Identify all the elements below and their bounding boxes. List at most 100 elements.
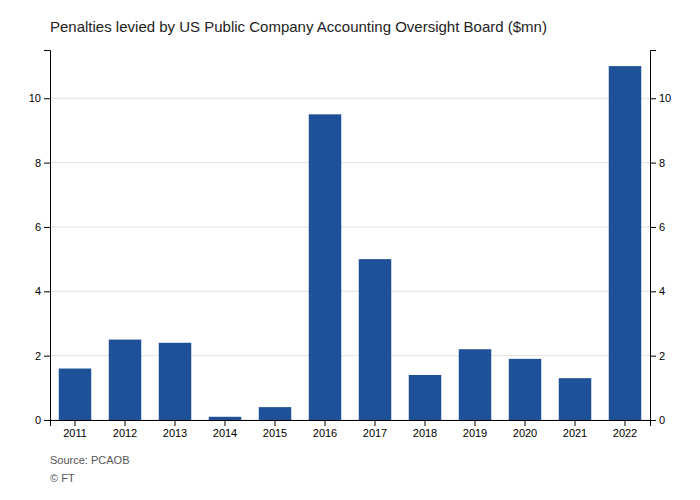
y-tick-mark — [44, 227, 50, 228]
x-tick-label: 2013 — [163, 427, 187, 439]
x-tick-label: 2012 — [113, 427, 137, 439]
bar — [359, 259, 392, 420]
y2-tick-label: 10 — [659, 92, 671, 104]
x-tick-mark — [625, 420, 626, 426]
y2-tick-mark — [650, 356, 656, 357]
x-tick: 2019 — [463, 420, 487, 439]
x-tick-label: 2017 — [363, 427, 387, 439]
x-tick-label: 2022 — [613, 427, 637, 439]
y-tick-label: 4 — [35, 285, 41, 297]
x-tick-label: 2019 — [463, 427, 487, 439]
chart-container: 2011201220132014201520162017201820192020… — [0, 0, 700, 500]
x-tick-mark — [375, 420, 376, 426]
x-tick: 2021 — [563, 420, 587, 439]
x-tick: 2013 — [163, 420, 187, 439]
bar — [609, 66, 642, 420]
grid — [50, 98, 650, 420]
x-tick-label: 2015 — [263, 427, 287, 439]
y-tick: 4 — [35, 285, 50, 297]
x-tick: 2018 — [413, 420, 437, 439]
x-tick-label: 2020 — [513, 427, 537, 439]
y2-tick-label: 4 — [659, 285, 665, 297]
x-tick-mark — [425, 420, 426, 426]
y2-tick-label: 6 — [659, 221, 665, 233]
x-tick-label: 2021 — [563, 427, 587, 439]
y-tick: 10 — [29, 92, 50, 104]
x-tick-mark — [275, 420, 276, 426]
y2-tick-mark — [650, 291, 656, 292]
x-tick-mark — [175, 420, 176, 426]
grid-line — [50, 162, 650, 163]
bar — [309, 114, 342, 420]
y2-tick: 6 — [650, 221, 665, 233]
bar — [259, 407, 292, 420]
y-tick-mark — [44, 163, 50, 164]
x-tick: 2015 — [263, 420, 287, 439]
chart-svg: 2011201220132014201520162017201820192020… — [0, 0, 700, 500]
bar — [209, 417, 242, 420]
y2-tick: 8 — [650, 157, 665, 169]
y-tick-mark — [44, 356, 50, 357]
x-tick-mark — [75, 420, 76, 426]
grid-line — [50, 226, 650, 227]
x-tick-label: 2018 — [413, 427, 437, 439]
y2-axis: 0 2 4 6 8 10 — [650, 51, 671, 427]
y2-tick-label: 0 — [659, 414, 665, 426]
annotation: © FT — [50, 472, 75, 484]
bar — [409, 375, 442, 420]
y2-tick-mark — [650, 420, 656, 421]
x-tick-mark — [325, 420, 326, 426]
y2-tick-mark — [650, 227, 656, 228]
y2-tick: 4 — [650, 285, 665, 297]
x-tick: 2022 — [613, 420, 637, 439]
x-tick-label: 2016 — [313, 427, 337, 439]
x-tick: 2012 — [113, 420, 137, 439]
bar — [459, 349, 492, 420]
bar — [159, 343, 192, 420]
y-tick-label: 8 — [35, 157, 41, 169]
plot-area — [59, 66, 642, 420]
y2-tick: 10 — [650, 92, 671, 104]
bar — [559, 378, 592, 420]
x-tick-mark — [225, 420, 226, 426]
y-tick: 6 — [35, 221, 50, 233]
y-tick: 8 — [35, 157, 50, 169]
y2-tick: 0 — [650, 414, 665, 426]
y2-tick: 2 — [650, 350, 665, 362]
x-tick: 2017 — [363, 420, 387, 439]
x-tick-mark — [525, 420, 526, 426]
bar — [509, 359, 542, 420]
x-tick: 2020 — [513, 420, 537, 439]
y-tick: 2 — [35, 350, 50, 362]
x-tick-mark — [125, 420, 126, 426]
y2-tick-label: 2 — [659, 350, 665, 362]
y-tick-label: 10 — [29, 92, 41, 104]
x-tick-mark — [475, 420, 476, 426]
annotation: Source: PCAOB — [50, 454, 129, 466]
y2-tick-mark — [650, 163, 656, 164]
y-tick-label: 6 — [35, 221, 41, 233]
x-tick: 2014 — [213, 420, 237, 439]
x-tick-label: 2011 — [63, 427, 87, 439]
grid-line — [50, 291, 650, 292]
x-tick: 2011 — [63, 420, 87, 439]
y2-tick-label: 8 — [659, 157, 665, 169]
bar — [109, 340, 142, 420]
x-tick: 2016 — [313, 420, 337, 439]
y-tick-label: 2 — [35, 350, 41, 362]
y2-axis-line — [651, 51, 657, 421]
x-tick-label: 2014 — [213, 427, 237, 439]
y-tick-mark — [44, 420, 50, 421]
y-tick-mark — [44, 291, 50, 292]
x-tick-mark — [575, 420, 576, 426]
y-tick: 0 — [35, 414, 50, 426]
title: Penalties levied by US Public Company Ac… — [50, 18, 547, 35]
y-tick-mark — [44, 98, 50, 99]
bar — [59, 369, 92, 420]
y-axis-line — [44, 51, 51, 421]
y-axis: 0 2 4 6 8 10 — [29, 51, 51, 427]
grid-line — [50, 98, 650, 99]
y-tick-label: 0 — [35, 414, 41, 426]
x-axis-line — [51, 421, 651, 427]
x-axis: 2011 2012 2013 2014 2015 2016 2017 2018 2019 2020… — [51, 420, 651, 439]
